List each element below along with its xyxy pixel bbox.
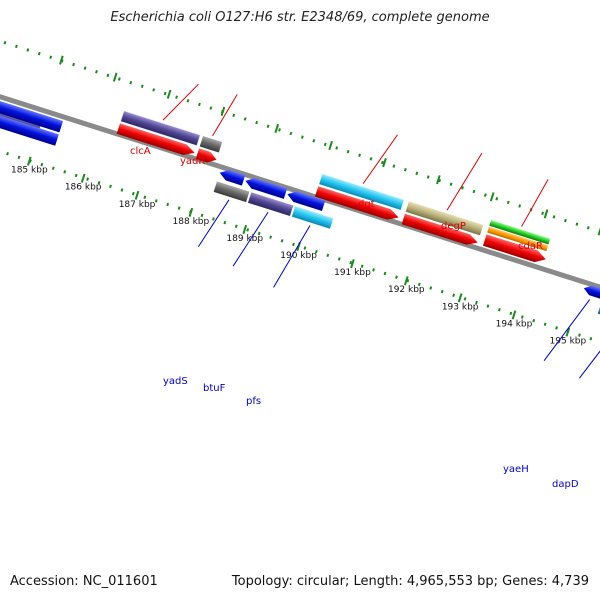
gene-btuF-strand[interactable] <box>244 176 288 199</box>
gene-label-btuF: btuF <box>203 383 226 394</box>
gene-degP[interactable] <box>401 213 480 248</box>
major-tick <box>403 276 409 286</box>
gene-pfs-strand[interactable] <box>286 189 326 211</box>
kbp-tick-label: 192 kbp <box>388 285 425 295</box>
major-tick <box>134 190 140 200</box>
genome-summary-text: Topology: circular; Length: 4,965,553 bp… <box>231 574 589 589</box>
gene-label-cdaR: cdaR <box>518 241 543 252</box>
leader-yadR <box>212 94 238 137</box>
gene-btuF[interactable] <box>247 192 294 217</box>
outer-tick-rail <box>3 41 600 268</box>
gene-yaeH-strand[interactable] <box>582 284 600 299</box>
major-tick <box>220 106 226 116</box>
major-tick <box>350 259 355 269</box>
gene-label-dapD: dapD <box>552 479 579 490</box>
leader-degP <box>446 152 483 211</box>
major-tick <box>59 55 64 65</box>
kbp-tick-label: 188 kbp <box>173 217 210 227</box>
gene-label-dgt: dgt <box>358 199 375 210</box>
gene-yadS-strand[interactable] <box>218 168 246 186</box>
leader-dgt <box>362 134 398 184</box>
accession-text: Accession: NC_011601 <box>10 574 158 589</box>
major-tick <box>242 224 248 235</box>
major-tick <box>511 310 517 320</box>
gene-label-pfs: pfs <box>246 396 261 407</box>
gene-left-1[interactable] <box>0 99 64 133</box>
gene-dgt-product[interactable] <box>318 173 405 211</box>
gene-yadR[interactable] <box>195 148 218 165</box>
major-tick <box>328 140 333 151</box>
gene-left-2[interactable] <box>0 113 59 146</box>
major-tick <box>80 173 86 183</box>
major-tick <box>436 175 441 185</box>
leader-pfs <box>273 225 311 288</box>
gene-cdaR[interactable] <box>482 234 548 265</box>
gene-clcA-product[interactable] <box>120 110 201 146</box>
major-tick <box>457 293 463 303</box>
kbp-tick-label: 195 kbp <box>550 336 587 346</box>
leader-yadS <box>197 199 230 248</box>
major-tick <box>489 192 495 202</box>
major-tick <box>274 123 280 134</box>
major-tick <box>382 158 387 168</box>
major-tick <box>565 327 571 337</box>
gene-cdaR-product-green[interactable] <box>489 220 551 245</box>
leader-cdaR <box>521 179 549 227</box>
gene-cdaR-product-orange[interactable] <box>487 226 549 252</box>
major-tick <box>188 207 194 217</box>
gene-yadR-product[interactable] <box>199 136 223 153</box>
gene-clcA[interactable] <box>116 123 197 158</box>
gene-label-yaeH: yaeH <box>503 464 529 475</box>
major-tick <box>112 72 118 82</box>
kbp-tick-label: 190 kbp <box>280 251 317 261</box>
major-tick <box>166 89 172 99</box>
leader-yaeH <box>543 299 591 361</box>
kbp-tick-label: 185 kbp <box>11 166 48 176</box>
gene-yadS[interactable] <box>213 181 250 203</box>
major-tick <box>543 209 549 219</box>
tick-labels: 185 kbp 186 kbp 187 kbp 188 kbp 189 kbp 190 k… <box>11 166 587 347</box>
kbp-tick-label: 193 kbp <box>442 302 479 312</box>
kbp-tick-label: 191 kbp <box>334 268 371 278</box>
gene-pfs[interactable] <box>291 206 334 229</box>
major-tick <box>26 156 32 166</box>
gene-dgt[interactable] <box>314 186 400 222</box>
kbp-tick-label: 189 kbp <box>226 234 263 244</box>
gene-label-yadR: yadR <box>180 156 205 167</box>
leader-dapD <box>579 323 600 379</box>
kbp-tick-label: 187 kbp <box>119 200 156 210</box>
gene-label-yadS: yadS <box>163 376 188 387</box>
kbp-tick-label: 186 kbp <box>65 183 102 193</box>
gene-label-degP: degP <box>441 221 466 232</box>
map-title: Escherichia coli O127:H6 str. E2348/69, … <box>110 10 490 25</box>
genome-backbone <box>0 84 600 326</box>
gene-degP-product[interactable] <box>405 201 484 236</box>
kbp-tick-label: 194 kbp <box>496 319 533 329</box>
leader-btuF <box>232 211 269 267</box>
leader-clcA <box>162 83 199 121</box>
gene-label-clcA: clcA <box>130 146 151 157</box>
